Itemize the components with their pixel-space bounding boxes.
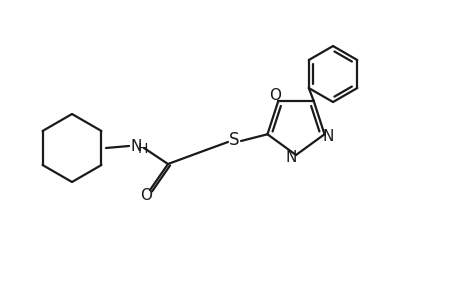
Text: O: O (140, 188, 151, 203)
Text: O: O (269, 88, 281, 103)
Text: N: N (130, 139, 141, 154)
Text: N: N (285, 149, 296, 164)
Text: S: S (228, 131, 239, 149)
Text: N: N (322, 129, 334, 144)
Text: H: H (138, 142, 148, 156)
